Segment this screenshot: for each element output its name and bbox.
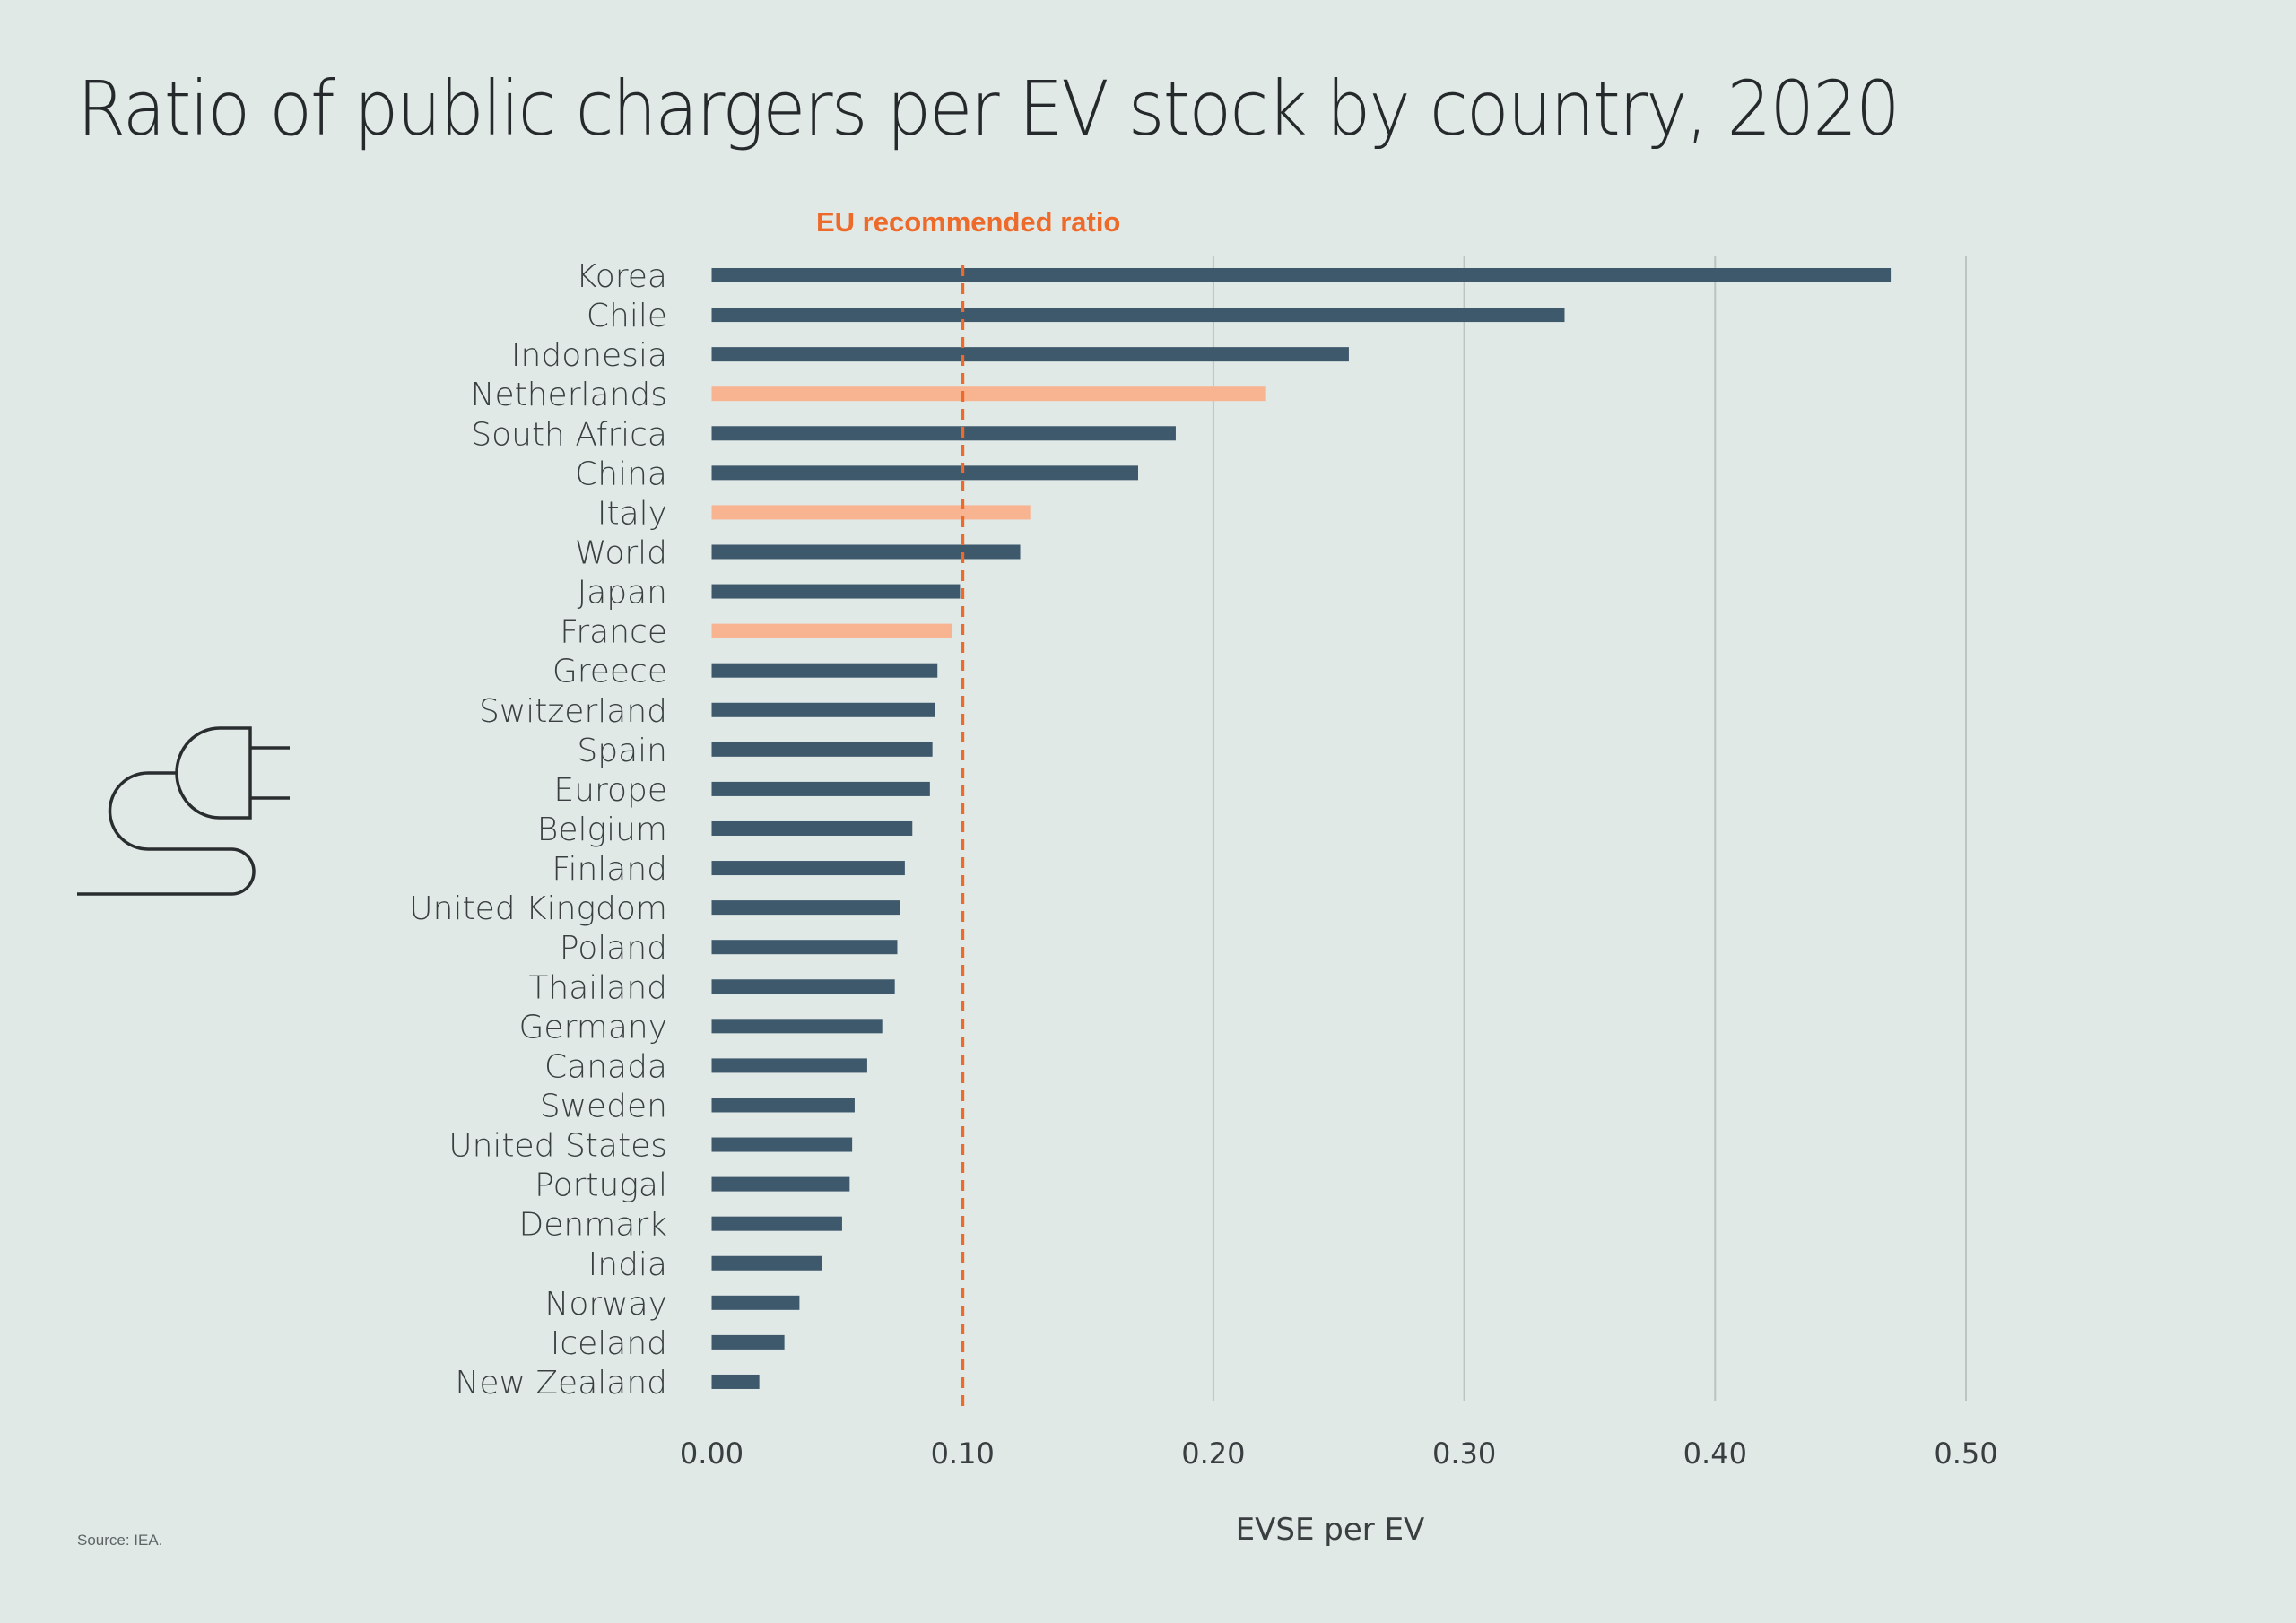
bar-japan bbox=[711, 584, 961, 599]
category-label: Sweden bbox=[540, 1088, 667, 1124]
bar-switzerland bbox=[711, 702, 935, 717]
plug-cable bbox=[77, 771, 256, 896]
x-tick-label: 0.20 bbox=[1181, 1436, 1245, 1471]
category-label: Indonesia bbox=[511, 337, 667, 374]
plug-icon bbox=[77, 726, 290, 896]
category-label: Korea bbox=[576, 258, 667, 295]
category-label: Japan bbox=[578, 575, 667, 612]
category-label: India bbox=[588, 1246, 667, 1283]
category-label: Switzerland bbox=[479, 693, 667, 730]
bar-canada bbox=[711, 1058, 867, 1073]
category-label: Portugal bbox=[535, 1167, 667, 1204]
x-tick-label: 0.00 bbox=[680, 1436, 744, 1471]
category-label: Thailand bbox=[528, 969, 667, 1006]
bar-spain bbox=[711, 742, 933, 757]
bar-europe bbox=[711, 781, 930, 796]
category-label: Belgium bbox=[537, 812, 667, 848]
bar-italy bbox=[711, 505, 1031, 520]
bar-chile bbox=[711, 308, 1565, 323]
bar-denmark bbox=[711, 1216, 842, 1231]
category-label: Denmark bbox=[519, 1207, 667, 1244]
bar-sweden bbox=[711, 1098, 855, 1113]
bar-united-kingdom bbox=[711, 900, 900, 916]
category-label: France bbox=[560, 614, 667, 651]
bar-belgium bbox=[711, 820, 913, 836]
bar-portugal bbox=[711, 1176, 850, 1192]
category-label: United Kingdom bbox=[409, 890, 667, 927]
category-label: China bbox=[575, 456, 667, 492]
x-tick-labels: 0.00 0.10 0.20 0.30 0.40 0.50 bbox=[680, 1436, 1998, 1471]
source-note: Source: IEA. bbox=[77, 1532, 163, 1549]
bar-united-states bbox=[711, 1137, 853, 1152]
bar-finland bbox=[711, 861, 905, 876]
x-tick-label: 0.50 bbox=[1934, 1436, 1997, 1471]
bar-china bbox=[711, 465, 1138, 481]
x-tick-label: 0.30 bbox=[1432, 1436, 1496, 1471]
x-tick-label: 0.40 bbox=[1683, 1436, 1747, 1471]
category-label: World bbox=[575, 534, 667, 571]
category-label: Italy bbox=[597, 495, 667, 532]
bars bbox=[711, 268, 1892, 1389]
bar-germany bbox=[711, 1019, 883, 1034]
bar-south-africa bbox=[711, 426, 1176, 441]
category-label: Netherlands bbox=[471, 377, 667, 413]
x-tick-label: 0.10 bbox=[931, 1436, 995, 1471]
page-title: Ratio of public chargers per EV stock by… bbox=[77, 65, 1900, 152]
bar-netherlands bbox=[711, 386, 1266, 402]
category-label: New Zealand bbox=[455, 1365, 667, 1402]
bar-iceland bbox=[711, 1334, 785, 1350]
category-label: Poland bbox=[560, 930, 667, 967]
category-label: Canada bbox=[544, 1048, 667, 1085]
category-label: Greece bbox=[552, 654, 667, 690]
category-label: Norway bbox=[544, 1286, 667, 1323]
category-label: Iceland bbox=[551, 1325, 667, 1362]
bar-poland bbox=[711, 940, 898, 955]
plug-body bbox=[175, 726, 252, 820]
category-label: Spain bbox=[577, 733, 667, 769]
eu-recommended-ratio-label: EU recommended ratio bbox=[816, 206, 1120, 238]
bar-greece bbox=[711, 663, 938, 678]
category-label: Finland bbox=[552, 851, 667, 888]
bar-new-zealand bbox=[711, 1374, 760, 1389]
x-axis-title: EVSE per EV bbox=[1236, 1512, 1425, 1548]
bar-thailand bbox=[711, 979, 895, 994]
category-label: United States bbox=[448, 1128, 667, 1165]
category-label: Germany bbox=[519, 1009, 667, 1046]
bar-indonesia bbox=[711, 347, 1349, 362]
category-label: Europe bbox=[553, 772, 667, 809]
bar-world bbox=[711, 544, 1021, 560]
bar-norway bbox=[711, 1295, 800, 1310]
gridlines bbox=[1212, 256, 1967, 1401]
bar-korea bbox=[711, 268, 1892, 282]
category-label: South Africa bbox=[471, 416, 667, 453]
bar-france bbox=[711, 623, 953, 638]
bar-india bbox=[711, 1255, 822, 1271]
category-label: Chile bbox=[587, 298, 667, 334]
